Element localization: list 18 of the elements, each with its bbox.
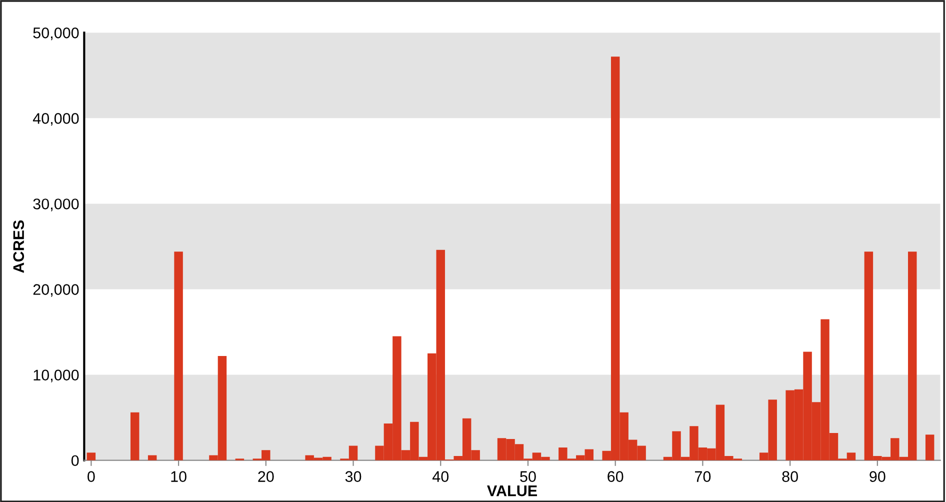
y-tick-label: 40,000 [32, 113, 79, 126]
x-tick-label: 20 [258, 471, 274, 482]
y-tick-label: 50,000 [33, 28, 79, 40]
x-tick-label: 40 [432, 471, 449, 482]
y-tick-label: 0 [71, 455, 79, 466]
x-tick-label: 90 [870, 471, 886, 482]
x-tick-label: 0 [88, 471, 95, 482]
y-tick-label: 20,000 [33, 284, 79, 297]
x-tick-label: 10 [171, 471, 186, 482]
y-axis-title: ACRES [13, 220, 24, 273]
x-axis-title: VALUE [487, 486, 537, 496]
x-tick-label: 60 [608, 471, 624, 482]
y-tick-label: 30,000 [33, 198, 79, 212]
y-tick-label: 10,000 [34, 370, 79, 382]
x-tick-label: 30 [345, 471, 362, 482]
x-tick-label: 70 [694, 471, 711, 482]
x-tick-label: 50 [520, 471, 536, 482]
x-tick-label: 80 [782, 471, 798, 482]
